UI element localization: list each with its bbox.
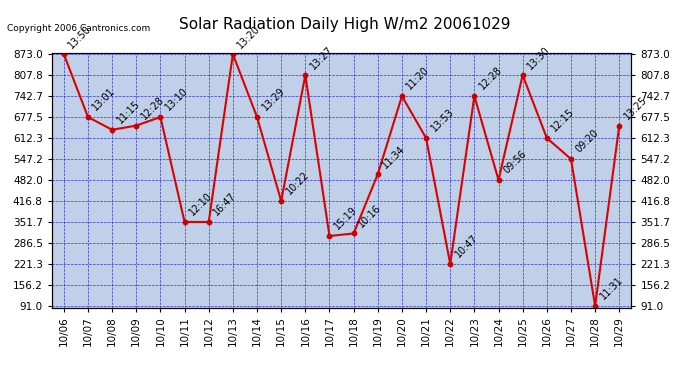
Point: [444, 261, 455, 267]
Text: 13:01: 13:01: [91, 86, 117, 113]
Text: 12:15: 12:15: [550, 107, 576, 134]
Point: [324, 233, 335, 239]
Point: [396, 93, 407, 99]
Text: 10:47: 10:47: [453, 233, 480, 260]
Point: [179, 219, 190, 225]
Text: 11:34: 11:34: [381, 143, 407, 170]
Text: 09:56: 09:56: [502, 149, 528, 176]
Text: 13:27: 13:27: [308, 44, 335, 71]
Text: 10:16: 10:16: [357, 202, 383, 229]
Text: 13:10: 13:10: [164, 86, 190, 113]
Point: [106, 127, 117, 133]
Text: 12:28: 12:28: [477, 65, 504, 92]
Text: 12:28: 12:28: [139, 94, 166, 122]
Point: [276, 198, 287, 204]
Point: [493, 177, 504, 183]
Point: [614, 123, 625, 129]
Point: [566, 156, 577, 162]
Text: 13:25: 13:25: [622, 94, 649, 122]
Point: [589, 303, 600, 309]
Point: [542, 135, 553, 141]
Point: [130, 123, 142, 129]
Text: 15:19: 15:19: [333, 205, 359, 232]
Text: Solar Radiation Daily High W/m2 20061029: Solar Radiation Daily High W/m2 20061029: [179, 17, 511, 32]
Point: [373, 171, 384, 177]
Point: [251, 114, 262, 120]
Point: [155, 114, 166, 120]
Text: 13:29: 13:29: [260, 86, 286, 113]
Point: [83, 114, 94, 120]
Point: [203, 219, 214, 225]
Text: 13:50: 13:50: [67, 23, 93, 50]
Text: Copyright 2006 Cantronics.com: Copyright 2006 Cantronics.com: [7, 24, 150, 33]
Text: 11:20: 11:20: [405, 65, 431, 92]
Point: [518, 72, 529, 78]
Text: 13:30: 13:30: [526, 44, 552, 71]
Point: [228, 51, 239, 57]
Text: 16:47: 16:47: [212, 191, 238, 218]
Text: 13:53: 13:53: [429, 107, 455, 134]
Text: 10:22: 10:22: [284, 170, 310, 197]
Text: 13:20: 13:20: [236, 23, 262, 50]
Text: 12:10: 12:10: [188, 191, 214, 218]
Point: [58, 51, 69, 57]
Point: [420, 135, 432, 141]
Point: [299, 72, 310, 78]
Point: [469, 93, 480, 99]
Text: 11:31: 11:31: [598, 275, 624, 302]
Text: 09:20: 09:20: [574, 128, 600, 155]
Text: 11:15: 11:15: [115, 99, 141, 126]
Point: [348, 231, 359, 237]
